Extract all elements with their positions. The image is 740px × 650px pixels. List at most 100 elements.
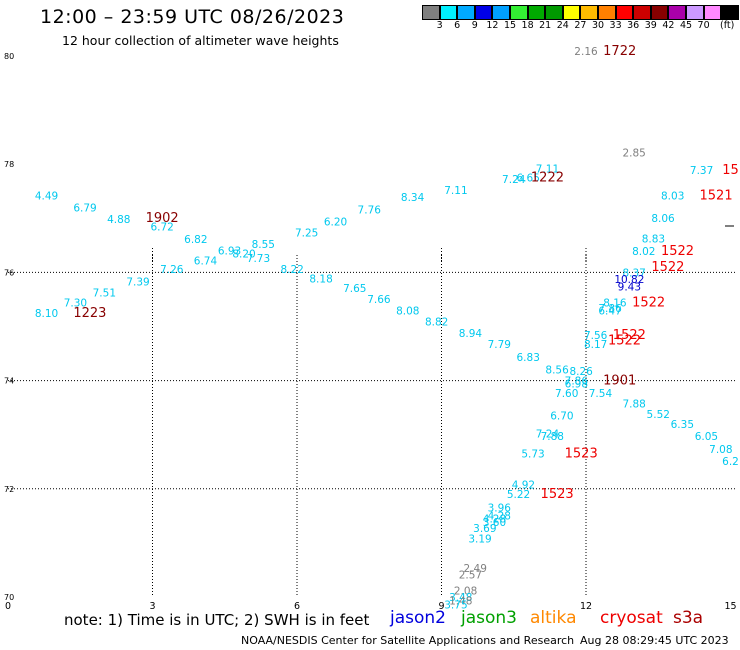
legend-jason2: jason2 xyxy=(390,608,446,628)
wave-height-value: 7.65 xyxy=(343,283,366,295)
wave-height-value: 4.88 xyxy=(107,214,130,226)
y-tick-label: 80 xyxy=(4,52,14,61)
wave-height-value: 7.86 xyxy=(565,375,589,387)
pass-time-label: 1222 xyxy=(531,171,564,186)
units-note: note: 1) Time is in UTC; 2) SWH is in fe… xyxy=(64,611,370,629)
colorbar-tick-label: 33 xyxy=(609,20,622,31)
x-tick-label: 9 xyxy=(438,601,444,612)
colorbar-swatch xyxy=(668,5,686,20)
map-axis-labels: 0 3 6 9 12 15 80 78 76 74 72 70 xyxy=(4,52,737,612)
colorbar-swatch xyxy=(492,5,510,20)
wave-height-value: 8.20 xyxy=(232,248,255,260)
map-title: 12:00 – 23:59 UTC 08/26/2023 xyxy=(40,6,345,28)
pass-time-label: 1522 xyxy=(661,244,694,259)
colorbar-tick-label: 9 xyxy=(471,20,478,31)
pass-time-label: 15 xyxy=(722,163,739,178)
pass-time-label: 1522 xyxy=(651,260,684,275)
wave-height-value: 2.16 xyxy=(574,46,598,58)
wave-height-value: 8.83 xyxy=(642,234,665,246)
pass-time-label: 1523 xyxy=(541,487,574,502)
wave-height-value: 8.94 xyxy=(459,328,483,340)
wave-height-value: 8.02 xyxy=(632,246,655,258)
y-tick-label: 70 xyxy=(4,593,14,602)
wave-height-value: 6.2 xyxy=(722,456,739,468)
wave-height-value: 7.08 xyxy=(709,444,732,456)
pass-time-label: 1522 xyxy=(608,333,641,348)
wave-height-value: 7.11 xyxy=(536,163,559,175)
pass-time-label: 1522 xyxy=(613,328,646,343)
wave-height-labels: 2.162.857.11 7.377.246.654.496.797.118.34… xyxy=(35,46,739,611)
wave-height-value: 5.22 xyxy=(507,489,530,501)
wave-height-value: 6.82 xyxy=(184,234,207,246)
x-tick-label: 6 xyxy=(294,601,300,612)
x-tick-label: 3 xyxy=(149,601,155,612)
x-tick-label: 12 xyxy=(580,601,592,612)
wave-height-value: 7.88 xyxy=(622,399,645,411)
wave-height-value: 8.56 xyxy=(545,365,569,377)
wave-height-value: 7.79 xyxy=(488,339,511,351)
wave-height-value: 7.37 xyxy=(690,165,713,177)
wave-height-value: 10.82 xyxy=(614,274,644,286)
wave-height-value: 5.73 xyxy=(521,448,544,460)
wave-height-value: 3.60 xyxy=(483,517,506,529)
wave-height-value: 8.34 xyxy=(401,192,425,204)
x-tick-label: 15 xyxy=(724,601,736,612)
colorbar-swatch xyxy=(597,5,616,20)
wave-height-value: 4.49 xyxy=(35,190,58,202)
wave-height-value: 3.48 xyxy=(449,592,472,604)
wave-height-value: 9.43 xyxy=(618,281,641,293)
pass-time-label: 1521 xyxy=(700,188,733,203)
wave-height-value: 6.93 xyxy=(218,246,241,258)
colorbar-swatch xyxy=(615,5,634,20)
wave-height-value: 6.79 xyxy=(73,202,96,214)
y-tick-label: 72 xyxy=(4,485,14,494)
colorbar-tick-label: 18 xyxy=(521,20,534,31)
legend-jason3: jason3 xyxy=(461,608,517,628)
colorbar-swatch xyxy=(474,5,493,20)
colorbar-tick-label: 27 xyxy=(574,20,587,31)
colorbar-swatch xyxy=(527,5,546,20)
x-tick-label: 0 xyxy=(5,601,11,612)
wave-height-value: 8.10 xyxy=(35,308,58,320)
generated-timestamp: Aug 28 08:29:45 UTC 2023 xyxy=(580,634,729,647)
wave-height-value: 1.48 xyxy=(449,596,472,608)
colorbar-tick-label: 15 xyxy=(503,20,517,31)
wave-height-value: 7.54 xyxy=(589,388,613,400)
pass-time-label: 1522 xyxy=(632,295,665,310)
colorbar-tick-label: 70 xyxy=(697,20,710,31)
credit-text: NOAA/NESDIS Center for Satellite Applica… xyxy=(241,634,575,647)
wave-height-value: 2.49 xyxy=(464,563,487,575)
wave-height-value: 8.08 xyxy=(396,306,419,318)
wave-height-value: 2.08 xyxy=(454,585,477,597)
colorbar-tick-label: 21 xyxy=(539,20,552,31)
colorbar-swatch xyxy=(721,5,739,20)
wave-height-value: 7.88 xyxy=(541,431,564,443)
wave-height-value: 7.60 xyxy=(555,388,578,400)
colorbar-tick-label: 12 xyxy=(486,20,499,31)
wave-height-value: 8.03 xyxy=(661,190,684,202)
wave-height-value: 6.72 xyxy=(150,222,173,234)
y-tick-label: 76 xyxy=(4,268,14,277)
wave-height-value: 2.85 xyxy=(622,148,645,160)
colorbar-swatch xyxy=(545,5,563,20)
satellite-pass-time-labels: 1722122215152119021522152215221223152215… xyxy=(73,44,738,502)
colorbar-tick-label: 42 xyxy=(662,20,675,31)
colorbar-swatch xyxy=(457,5,475,20)
colorbar-tick-label: 30 xyxy=(591,20,605,31)
wave-height-value: 3.75 xyxy=(444,599,467,611)
wave-height-value: 6.47 xyxy=(598,306,621,318)
wave-height-value: 6.05 xyxy=(695,431,718,443)
wave-height-value: 7.25 xyxy=(295,228,318,240)
colorbar-tick-label: 45 xyxy=(679,20,693,31)
wave-height-value: 6.98 xyxy=(565,379,588,391)
colorbar-swatch xyxy=(439,5,458,20)
wave-height-value: 7.11 xyxy=(444,185,467,197)
colorbar-swatch xyxy=(422,5,440,20)
wave-height-value: 4.92 xyxy=(512,479,535,491)
wave-height-value: 7.51 xyxy=(93,288,116,300)
wave-height-value: 5.52 xyxy=(647,409,670,421)
wave-height-value: 4.28 xyxy=(483,513,506,525)
wave-height-value: 8.26 xyxy=(569,366,593,378)
wave-height-value: 6.20 xyxy=(324,216,347,228)
